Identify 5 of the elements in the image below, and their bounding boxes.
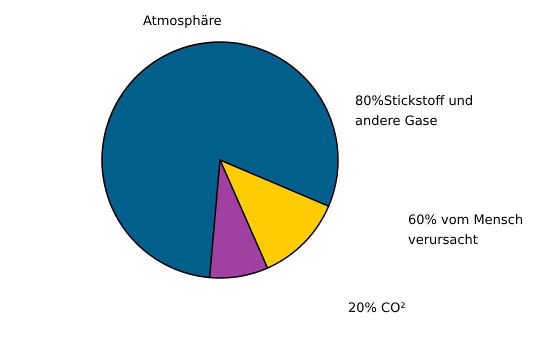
text: 60% vom Mensch verursacht xyxy=(408,213,524,248)
pie-slice xyxy=(101,41,339,278)
text: 20% CO² xyxy=(348,301,406,316)
text: 80%Stickstoff und andere Gase xyxy=(355,94,474,129)
chart-title: Atmosphäre xyxy=(143,14,222,29)
